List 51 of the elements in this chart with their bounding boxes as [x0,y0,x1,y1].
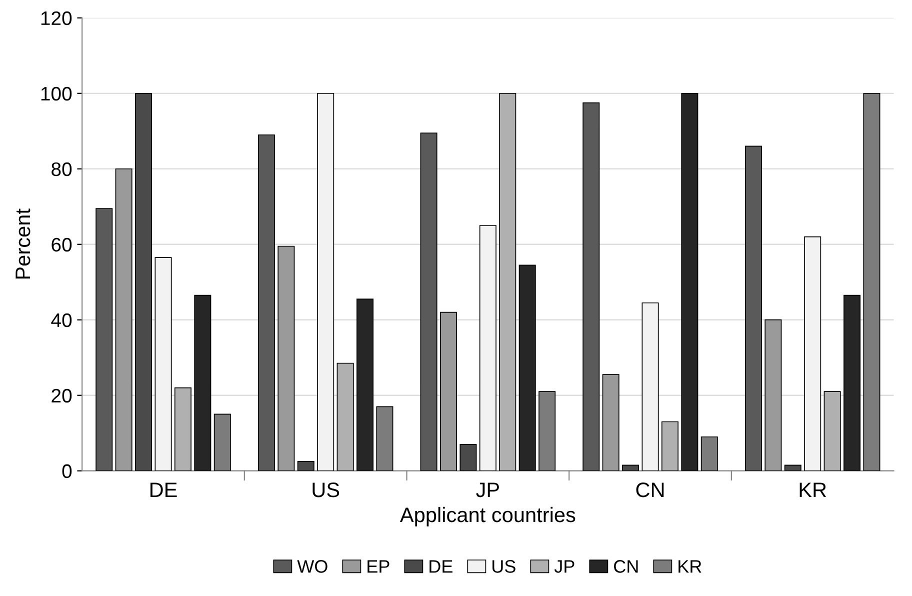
legend-label: US [492,560,516,573]
y-tick-label: 120 [41,11,72,26]
bar [194,294,212,471]
x-tick-label: CN [636,482,664,498]
bar [356,298,374,471]
x-tick-label: KR [800,482,826,498]
bar [784,464,802,471]
bar [258,134,275,471]
legend-label: KR [678,560,702,573]
bar [420,132,438,471]
bar [317,92,334,471]
bar [115,168,132,471]
bar [681,92,698,471]
y-tick-label: 100 [41,86,72,101]
legend-label: WO [297,560,328,573]
bar [844,294,861,471]
bar [804,236,822,471]
bar [174,387,192,471]
legend-label: CN [614,560,638,573]
y-tick-label: 20 [52,388,72,403]
y-axis-title: Percent [16,208,30,279]
y-tick-label: 40 [51,313,72,328]
bar [460,444,477,471]
bar [154,257,172,471]
bar [297,460,314,471]
bar [582,102,600,471]
bar [440,312,457,471]
bar [479,225,496,471]
bar [661,421,678,471]
bar [499,92,516,471]
bar [602,374,620,471]
y-tick-label: 60 [52,238,72,252]
legend-label: DE [430,560,452,573]
bar [622,464,640,471]
legend-label: EP [368,560,390,573]
x-tick-label: DE [150,482,177,498]
bar [824,391,841,471]
y-tick-label: 80 [52,162,72,176]
legend-label: JP [554,560,574,573]
bar [744,146,762,471]
y-tick-label: 0 [62,464,72,478]
bar [764,319,782,471]
bar [135,92,152,471]
x-axis-title: Applicant countries [400,506,576,526]
bar [642,302,659,471]
x-tick-label: JP [476,482,499,498]
bar [96,208,113,471]
bar [518,264,536,471]
bar [278,246,295,471]
bar [336,362,354,471]
x-tick-label: US [312,482,340,498]
